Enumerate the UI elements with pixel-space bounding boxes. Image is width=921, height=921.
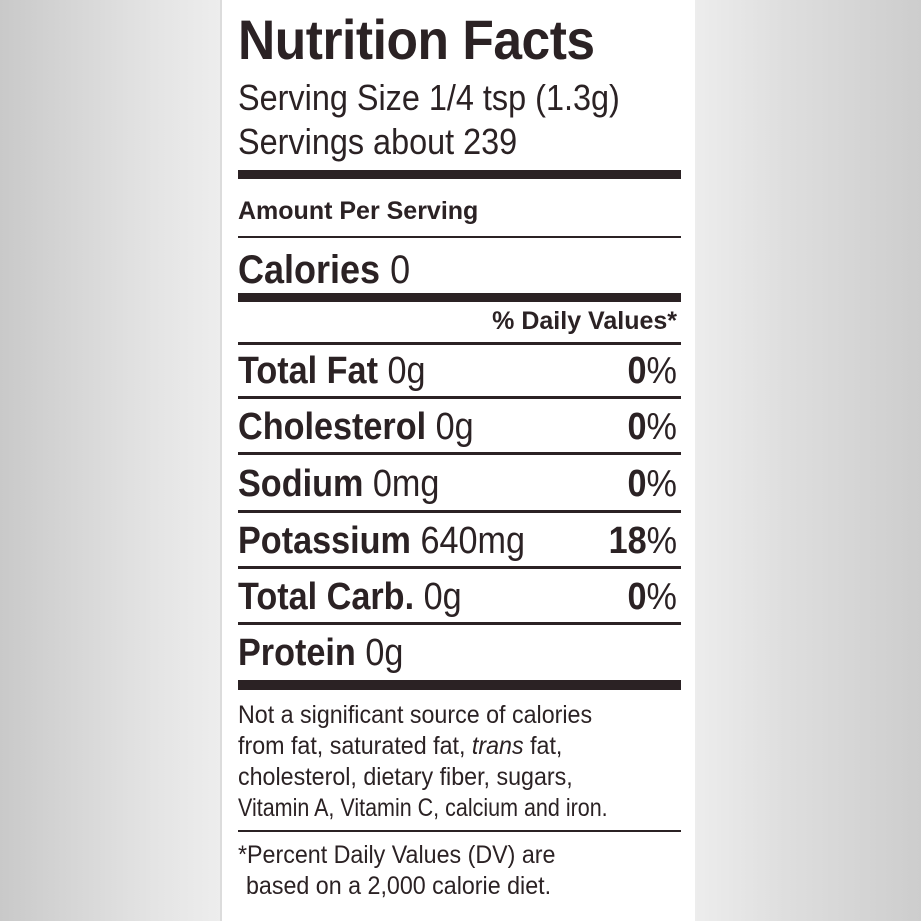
nutrient-amount: 0mg xyxy=(372,463,440,505)
footnote-line-4: Vitamin A, Vitamin C, calcium and iron. xyxy=(238,794,608,822)
divider-amount xyxy=(238,236,681,238)
dv-value: 18 xyxy=(608,520,647,562)
thick-divider-bottom xyxy=(238,680,681,690)
label-title: Nutrition Facts xyxy=(238,8,595,71)
background-left xyxy=(0,0,220,921)
divider-row-2 xyxy=(238,452,681,455)
dv-note-line-1: *Percent Daily Values (DV) are xyxy=(238,841,556,869)
nutrient-dv-total-carb: 0% xyxy=(628,578,677,616)
dv-symbol: % xyxy=(646,406,677,448)
nutrient-dv-potassium: 18% xyxy=(609,522,677,560)
footnote-line-3: cholesterol, dietary fiber, sugars, xyxy=(238,763,573,791)
footnote-text: fat, xyxy=(523,732,563,760)
nutrient-dv-total-fat: 0% xyxy=(628,352,677,390)
dv-value: 0 xyxy=(627,350,647,392)
thick-divider-calories xyxy=(238,293,681,302)
footnote-text: from fat, saturated fat, xyxy=(238,732,472,760)
nutrient-row-potassium: Potassium 640mg xyxy=(238,522,525,560)
servings-per-container: Servings about 239 xyxy=(238,121,518,162)
nutrient-amount: 0g xyxy=(435,406,474,448)
footnote-line-2: from fat, saturated fat, trans fat, xyxy=(238,734,562,759)
dv-symbol: % xyxy=(646,520,677,562)
nutrient-amount: 0g xyxy=(365,632,404,674)
nutrient-dv-cholesterol: 0% xyxy=(628,408,677,446)
nutrient-name: Protein xyxy=(238,632,356,674)
nutrient-amount: 0g xyxy=(423,576,462,618)
dv-value: 0 xyxy=(627,576,647,618)
nutrient-name: Sodium xyxy=(238,463,364,505)
divider-footnote xyxy=(238,830,681,832)
background-right xyxy=(695,0,921,921)
footnote-trans: trans xyxy=(471,732,524,760)
nutrient-row-cholesterol: Cholesterol 0g xyxy=(238,408,474,446)
dv-symbol: % xyxy=(646,463,677,505)
divider-row-3 xyxy=(238,510,681,513)
dv-note-line-2: based on a 2,000 calorie diet. xyxy=(246,872,552,900)
nutrient-name: Total Fat xyxy=(238,350,378,392)
nutrient-name: Total Carb. xyxy=(238,576,415,618)
divider-row-1 xyxy=(238,396,681,399)
dv-value: 0 xyxy=(627,463,647,505)
nutrition-label xyxy=(222,0,695,921)
divider-dv xyxy=(238,342,681,345)
nutrient-row-sodium: Sodium 0mg xyxy=(238,465,439,503)
dv-value: 0 xyxy=(627,406,647,448)
nutrient-dv-sodium: 0% xyxy=(628,465,677,503)
nutrient-amount: 0g xyxy=(387,350,426,392)
nutrient-name: Cholesterol xyxy=(238,406,427,448)
nutrient-row-protein: Protein 0g xyxy=(238,634,403,672)
nutrient-row-total-fat: Total Fat 0g xyxy=(238,352,426,390)
amount-per-serving: Amount Per Serving xyxy=(238,197,479,225)
dv-symbol: % xyxy=(646,350,677,392)
dv-symbol: % xyxy=(646,576,677,618)
calories-label: Calories xyxy=(238,248,381,292)
nutrient-amount: 640mg xyxy=(420,520,526,562)
divider-row-5 xyxy=(238,622,681,625)
calories-value: 0 xyxy=(390,248,411,292)
thick-divider-top xyxy=(238,170,681,179)
daily-values-header: % Daily Values* xyxy=(492,307,677,335)
footnote-line-1: Not a significant source of calories xyxy=(238,701,593,729)
nutrient-name: Potassium xyxy=(238,520,411,562)
nutrient-row-total-carb: Total Carb. 0g xyxy=(238,578,462,616)
divider-row-4 xyxy=(238,566,681,569)
calories-row: Calories 0 xyxy=(238,250,410,290)
serving-size: Serving Size 1/4 tsp (1.3g) xyxy=(238,77,620,118)
